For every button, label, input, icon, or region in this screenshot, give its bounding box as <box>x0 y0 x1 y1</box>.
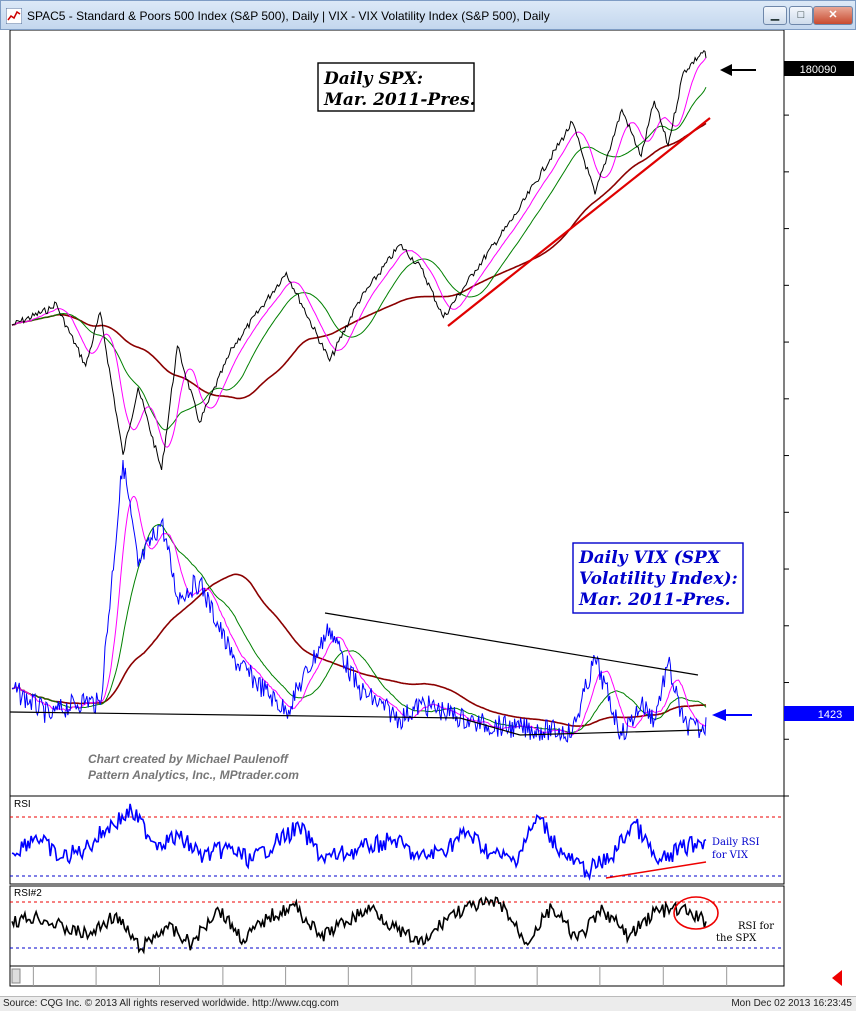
rsi2-label-line-1: RSI for <box>738 921 774 932</box>
vix-ma-mid-line <box>11 523 707 734</box>
rsi-divergence-line <box>605 861 707 879</box>
spx-last-value: 180090 <box>800 64 837 76</box>
spx-title-line-2: Mar. 2011-Pres. <box>323 90 475 110</box>
spx-arrow-icon <box>720 64 756 76</box>
vix-last-value-box <box>784 706 854 721</box>
chart-canvas[interactable]: 180090 1423 Daily SPX: Mar. 2011-Pres. D… <box>0 29 856 996</box>
vix-support-line-2 <box>459 717 521 736</box>
vix-support-line-1 <box>9 711 461 719</box>
maximize-icon: □ <box>797 9 805 21</box>
rsi2-highlight-circle <box>673 896 719 930</box>
vix-arrow-icon <box>712 709 752 721</box>
vix-ma-short-line <box>11 495 707 736</box>
spx-title-line-1: Daily SPX: <box>323 69 423 89</box>
ma-mid-line <box>11 86 707 431</box>
scroll-handle[interactable] <box>11 968 21 984</box>
price-axis <box>784 114 789 797</box>
window-titlebar[interactable]: SPAC5 - Standard & Poors 500 Index (S&P … <box>0 0 856 30</box>
rsi-panel-title: RSI <box>14 799 31 810</box>
credit-line-1: Chart created by Michael Paulenoff <box>88 752 289 766</box>
rsi2-label-line-2: the SPX <box>716 933 757 944</box>
vix-title-line-1: Daily VIX (SPX <box>578 548 721 568</box>
vix-resistance-trendline <box>324 612 699 676</box>
vix-series <box>11 459 707 743</box>
vix-title-line-2: Volatility Index): <box>579 569 738 589</box>
rsi-spx-series <box>11 895 707 955</box>
rsi-vix-series <box>11 803 707 881</box>
rsi2-panel-title: RSI#2 <box>14 888 42 899</box>
date-axis <box>9 965 785 987</box>
spx-support-trendline <box>447 117 711 327</box>
minimize-button[interactable]: ▁ <box>763 6 787 25</box>
chart-credit: Chart created by Michael Paulenoff Patte… <box>88 752 299 782</box>
vix-last-value: 1423 <box>818 709 842 721</box>
chart-app-icon <box>6 8 22 24</box>
spx-last-value-box <box>784 61 854 76</box>
credit-line-2: Pattern Analytics, Inc., MPtrader.com <box>88 768 299 782</box>
spx-price-series <box>11 49 707 471</box>
moving-averages <box>11 57 707 736</box>
rsi-label-line-2: for VIX <box>712 850 749 861</box>
vix-support-line-3 <box>519 729 703 736</box>
rsi-panel[interactable] <box>9 795 785 885</box>
spx-title-box: Daily SPX: Mar. 2011-Pres. <box>317 62 475 112</box>
vix-title-box: Daily VIX (SPX Volatility Index): Mar. 2… <box>572 542 744 614</box>
scroll-left-icon[interactable] <box>832 970 842 986</box>
status-bar: Source: CQG Inc. © 2013 All rights reser… <box>0 996 856 1011</box>
vix-ma-long-line <box>11 573 707 727</box>
status-timestamp: Mon Dec 02 2013 16:23:45 <box>731 998 852 1009</box>
status-source: Source: CQG Inc. © 2013 All rights reser… <box>3 998 339 1009</box>
time-axis <box>32 966 728 986</box>
close-icon: ✕ <box>828 9 838 21</box>
vix-title-line-3: Mar. 2011-Pres. <box>578 590 730 610</box>
chart-window[interactable]: 180090 1423 Daily SPX: Mar. 2011-Pres. D… <box>0 29 856 996</box>
maximize-button[interactable]: □ <box>789 6 813 25</box>
minimize-icon: ▁ <box>770 9 780 21</box>
rsi-label-line-1: Daily RSI <box>712 837 760 848</box>
ma-short-line <box>11 57 707 448</box>
window-title: SPAC5 - Standard & Poors 500 Index (S&P … <box>27 9 550 23</box>
close-button[interactable]: ✕ <box>813 6 853 25</box>
